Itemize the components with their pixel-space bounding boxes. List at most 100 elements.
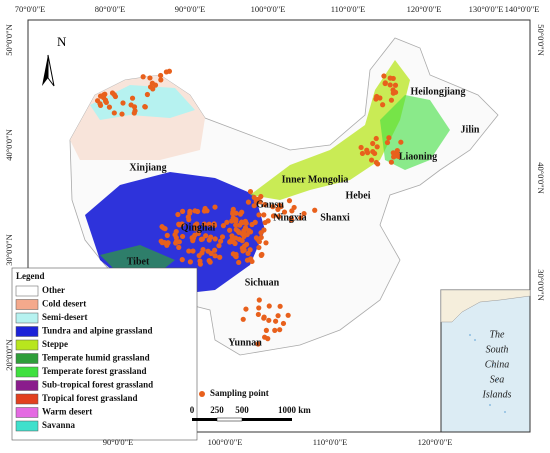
sampling-point	[245, 199, 252, 205]
sampling-point	[132, 108, 138, 114]
sampling-point	[396, 153, 402, 160]
sampling-point	[212, 204, 218, 210]
sampling-point	[373, 159, 379, 166]
left-lat-label: 30°0'0"N	[4, 234, 14, 266]
sampling-point	[202, 205, 208, 212]
sampling-point	[211, 221, 217, 227]
sampling-point	[247, 188, 254, 195]
sampling-point	[243, 220, 249, 226]
sampling-point	[277, 327, 283, 333]
scale-bar	[192, 417, 292, 422]
place-label: Yunnan	[228, 337, 262, 348]
sampling-point	[194, 208, 201, 215]
sampling-point	[374, 144, 380, 150]
place-label: Shanxi	[320, 212, 350, 223]
sampling-point	[253, 235, 260, 241]
legend-label: Steppe	[42, 339, 68, 349]
sampling-point	[257, 199, 263, 205]
sampling-point	[190, 235, 197, 241]
sampling-point	[247, 247, 253, 253]
sampling-point	[388, 97, 395, 103]
inset-label: Sea	[490, 374, 504, 385]
sampling-point	[251, 203, 257, 209]
sampling-point	[172, 232, 178, 238]
place-label: Qinghai	[181, 222, 216, 233]
right-lat-label: 40°0'0"N	[536, 162, 546, 194]
sampling-point	[258, 230, 264, 236]
sampling-point	[102, 91, 108, 97]
sampling-point	[285, 312, 291, 318]
place-label: Sichuan	[245, 277, 280, 288]
labels: 70°0'0"E 80°0'0"E 90°0'0"E 100°0'0"E 110°0'0…	[4, 4, 546, 447]
sampling-point	[258, 193, 264, 200]
sampling-point	[206, 258, 212, 264]
top-lon-label: 100°0'0"E	[251, 4, 286, 14]
sampling-point	[358, 144, 364, 151]
sampling-point	[158, 77, 164, 83]
sampling-point	[147, 84, 154, 90]
sampling-symbol	[199, 391, 205, 397]
sampling-point	[256, 305, 262, 311]
legend-label: Other	[42, 285, 65, 295]
sampling-point	[241, 228, 247, 234]
sampling-point	[270, 213, 277, 219]
sampling-point	[288, 215, 294, 222]
sampling-point	[280, 320, 287, 327]
sampling-point	[248, 256, 254, 262]
sampling-point	[201, 221, 207, 227]
bottom-lon-label: 90°0'0"E	[103, 437, 134, 447]
legend-label: Temperate humid grassland	[42, 353, 150, 363]
sampling-point	[387, 75, 393, 81]
sampling-point	[212, 247, 218, 253]
top-lon-label: 140°0'0"E	[505, 4, 540, 14]
sampling-point	[364, 150, 371, 156]
scale-label: 500	[235, 405, 249, 415]
sampling-point	[179, 233, 186, 240]
sampling-point	[263, 327, 269, 333]
islands	[469, 334, 506, 413]
sampling-point	[266, 303, 272, 309]
scale-label: 1000 km	[278, 405, 311, 415]
sampling-point	[359, 150, 366, 157]
sampling-point	[368, 157, 375, 163]
sampling-point	[243, 306, 249, 312]
north-label: N	[57, 34, 67, 49]
left-lat-label: 50°0'0"N	[4, 24, 14, 56]
top-lon-label: 80°0'0"E	[95, 4, 126, 14]
place-label: Heilongjiang	[410, 86, 465, 97]
sampling-point	[233, 222, 239, 228]
sampling-point	[230, 206, 236, 212]
sampling-point	[253, 198, 259, 204]
sampling-point	[229, 218, 235, 224]
sampling-point	[256, 212, 262, 218]
sampling-point	[157, 72, 164, 79]
sampling-point	[179, 221, 185, 227]
sampling-points	[94, 68, 404, 347]
sampling-point	[380, 102, 386, 108]
sampling-point	[382, 80, 388, 86]
legend-swatch	[15, 339, 39, 351]
sampling-point	[398, 139, 404, 145]
sampling-point	[263, 240, 269, 246]
sampling-point	[236, 229, 242, 235]
legend-swatch	[15, 326, 39, 337]
sampling-point	[103, 98, 109, 104]
place-label: Ningxia	[273, 212, 306, 223]
sampling-point	[212, 253, 218, 259]
sampling-point	[119, 111, 125, 117]
sampling-point	[186, 217, 192, 223]
sampling-point	[270, 204, 276, 210]
sampling-point	[243, 241, 250, 248]
legend-label: Tropical forest grassland	[42, 393, 138, 403]
left-lat-label: 20°0'0"N	[4, 339, 14, 371]
sampling-point	[179, 257, 185, 263]
legend-swatch	[15, 312, 39, 324]
sampling-point	[241, 247, 247, 253]
sampling-point	[276, 213, 282, 220]
bottom-lon-label: 100°0'0"E	[208, 437, 243, 447]
legend-swatch	[15, 366, 39, 378]
sampling-point	[111, 110, 117, 116]
sampling-point	[239, 209, 245, 215]
sampling-point	[163, 69, 169, 75]
legend-title: Legend	[16, 271, 45, 281]
